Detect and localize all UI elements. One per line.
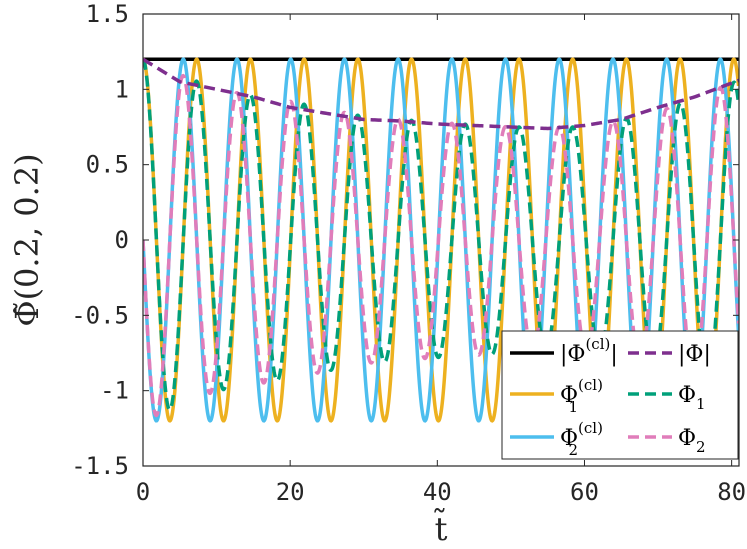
legend-label: Φ1 (678, 383, 706, 413)
ticks-layer: 0 20 40 60 80 1.5 1 0.5 0 -0.5 -1 -1.5 (71, 0, 746, 506)
y-tick-label: 1 (115, 75, 129, 103)
y-tick-label: -1.5 (71, 452, 129, 480)
legend-label: Φ(cl) 1 (560, 376, 603, 416)
x-tick-label: 0 (136, 478, 150, 506)
legend-label: Φ(cl) 2 (560, 419, 603, 459)
y-axis-label: Φ̃(0.2, 0.2) (8, 153, 46, 326)
legend-label: |Φ| (678, 342, 711, 367)
y-tick-label: -1 (100, 377, 129, 405)
x-tick-label: 80 (717, 478, 746, 506)
y-tick-label: 1.5 (86, 0, 129, 28)
series-line (143, 57, 739, 131)
legend-label: Φ2 (678, 426, 706, 456)
legend: |Φ(cl)| |Φ| Φ(cl) 1 Φ1 Φ(cl) 2 Φ2 (501, 330, 739, 460)
x-tick-label: 60 (570, 478, 599, 506)
x-axis-label: t̃ (433, 509, 447, 548)
y-tick-label: 0 (115, 226, 129, 254)
y-tick-label: -0.5 (71, 301, 129, 329)
legend-label: |Φ(cl)| (560, 335, 618, 367)
x-tick-label: 40 (423, 478, 452, 506)
y-tick-label: 0.5 (86, 151, 129, 179)
series-line (143, 57, 739, 412)
x-tick-label: 20 (276, 478, 305, 506)
